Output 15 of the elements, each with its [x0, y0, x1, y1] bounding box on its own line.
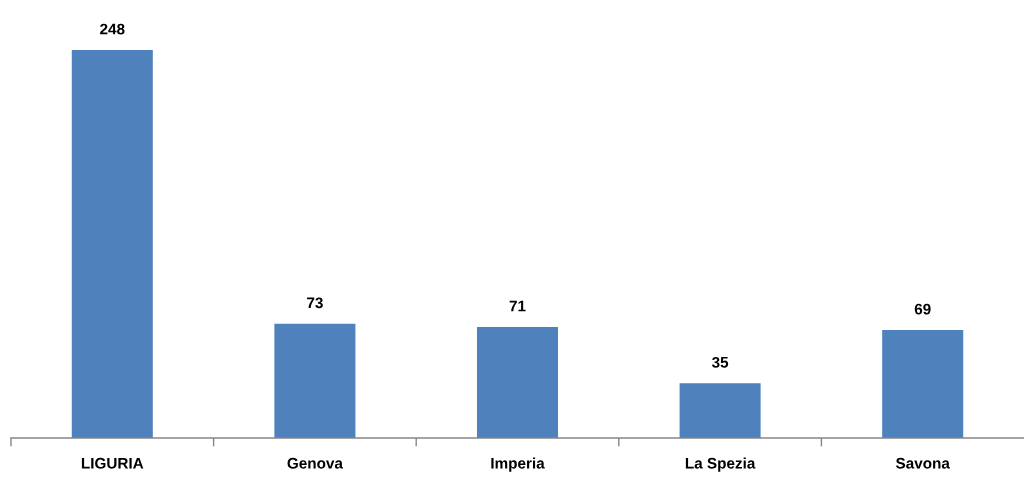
data-label: 71 [509, 300, 526, 312]
bar [274, 323, 356, 438]
bar [679, 383, 761, 438]
data-label: 73 [307, 297, 323, 309]
x-tick-label: Savona [895, 457, 950, 469]
x-tick-label: Genova [287, 457, 344, 469]
x-tick-label: Imperia [491, 457, 545, 472]
bar [476, 326, 559, 438]
bar [71, 50, 153, 438]
x-tick-label: LIGURIA [81, 457, 144, 469]
data-label: 69 [914, 303, 931, 315]
data-label: 248 [100, 23, 125, 35]
data-label: 35 [711, 356, 729, 368]
bar [882, 330, 964, 438]
x-tick-label: La Spezia [685, 457, 756, 472]
